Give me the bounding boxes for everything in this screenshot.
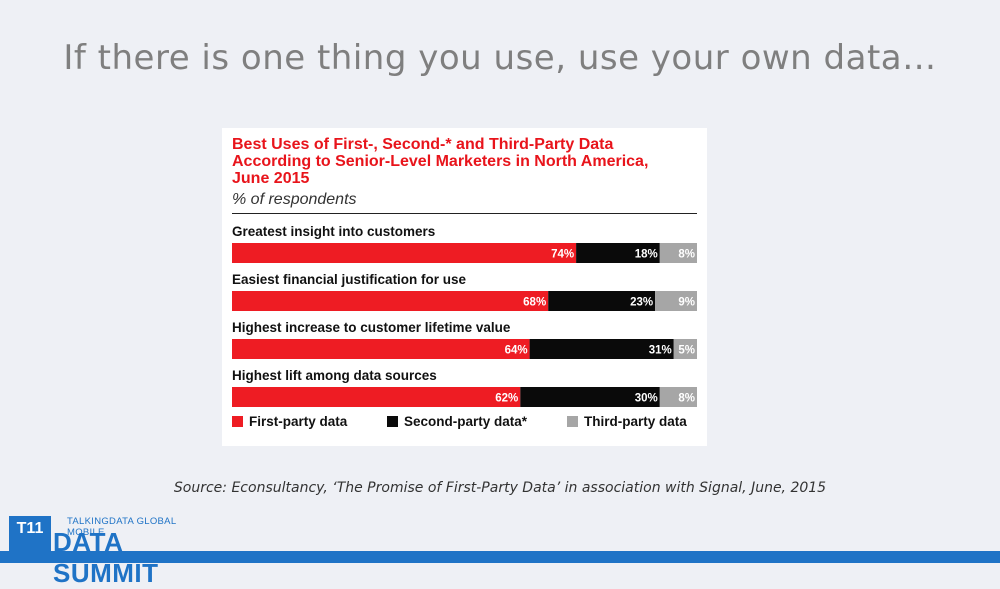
legend-swatch-third-party — [567, 416, 578, 427]
chart-title: Best Uses of First-, Second-* and Third-… — [232, 136, 702, 187]
bar-row-1-first-party — [232, 243, 577, 263]
slide-title: If there is one thing you use, use your … — [63, 38, 937, 78]
chart-title-line-3: June 2015 — [232, 170, 310, 187]
bar-row-2-third-party — [655, 291, 697, 311]
chart-legend: First-party data Second-party data* Thir… — [232, 414, 702, 432]
legend-swatch-first-party — [232, 416, 243, 427]
legend-swatch-second-party — [387, 416, 398, 427]
category-label-row-2: Easiest financial justification for use — [232, 272, 467, 287]
category-label-row-1: Greatest insight into customers — [232, 224, 435, 239]
chart-title-line-1: Best Uses of First-, Second-* and Third-… — [232, 136, 614, 153]
category-label-row-3: Highest increase to customer lifetime va… — [232, 320, 511, 335]
category-label-row-4: Highest lift among data sources — [232, 368, 437, 383]
bar-row-4-third-party — [659, 387, 697, 407]
value-label-row-2-second-party: 23% — [630, 297, 653, 309]
bar-row-4-second-party — [520, 387, 660, 407]
value-label-row-4-second-party: 30% — [635, 393, 658, 405]
value-label-row-4-first-party: 62% — [495, 393, 518, 405]
legend-label-second-party: Second-party data* — [404, 414, 528, 429]
bar-row-2-first-party — [232, 291, 549, 311]
footer-bar — [0, 551, 1000, 563]
chart-title-line-2: According to Senior-Level Marketers in N… — [232, 153, 649, 170]
source-caption: Source: Econsultancy, ‘The Promise of Fi… — [173, 480, 827, 496]
value-label-row-1-second-party: 18% — [635, 249, 658, 261]
legend-item-first-party: First-party data — [232, 414, 347, 429]
legend-label-third-party: Third-party data — [584, 414, 687, 429]
value-label-row-3-second-party: 31% — [649, 345, 672, 357]
value-label-row-3-first-party: 64% — [505, 345, 528, 357]
bar-row-2-second-party — [548, 291, 656, 311]
legend-label-first-party: First-party data — [249, 414, 348, 429]
talkingdata-logo-mark: T11 — [9, 516, 51, 553]
bar-chart: Greatest insight into customers 74% 18% 8% E… — [232, 224, 697, 407]
chart-subtitle: % of respondents — [232, 191, 357, 208]
bar-row-4-first-party — [232, 387, 521, 407]
event-logo: T11 TALKINGDATA GLOBAL MOBILE DATA SUMMI… — [9, 513, 204, 588]
value-label-row-3-third-party: 5% — [678, 345, 695, 357]
logo-mark-text: T11 — [17, 520, 44, 537]
value-label-row-2-third-party: 9% — [678, 297, 695, 309]
bar-row-3-third-party — [673, 339, 697, 359]
chart-panel: Best Uses of First-, Second-* and Third-… — [222, 128, 707, 446]
bar-row-1-second-party — [576, 243, 660, 263]
value-label-row-1-first-party: 74% — [551, 249, 574, 261]
legend-item-third-party: Third-party data — [567, 414, 687, 429]
bar-row-3-first-party — [232, 339, 530, 359]
value-label-row-1-third-party: 8% — [678, 249, 695, 261]
value-label-row-2-first-party: 68% — [523, 297, 546, 309]
value-label-row-4-third-party: 8% — [678, 393, 695, 405]
logo-tagline: TALKINGDATA GLOBAL MOBILE — [67, 516, 177, 538]
bar-row-3-second-party — [529, 339, 674, 359]
title-divider — [232, 213, 697, 214]
legend-item-second-party: Second-party data* — [387, 414, 527, 429]
bar-row-1-third-party — [659, 243, 697, 263]
